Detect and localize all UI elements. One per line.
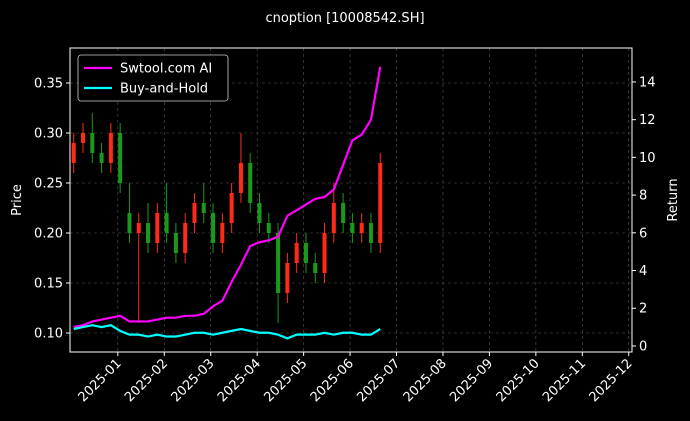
- candle-body: [322, 233, 327, 273]
- candle-body: [229, 193, 234, 223]
- legend-box: [77, 54, 229, 102]
- candle-body: [81, 133, 86, 143]
- x-tick-label: 2025-08: [401, 356, 450, 405]
- x-tick-label: 2025-01: [76, 356, 125, 405]
- y2-tick-label: 6: [639, 226, 647, 241]
- plot-frame: [69, 47, 633, 353]
- y-tick-label: 0.35: [34, 77, 63, 92]
- candle-body: [127, 213, 132, 233]
- y-tick-label: 0.25: [34, 177, 63, 192]
- y2-tick-label: 14: [639, 75, 656, 90]
- candle-body: [90, 133, 95, 153]
- candle-body: [285, 263, 290, 293]
- y2-tick-label: 2: [639, 302, 647, 317]
- candle-body: [211, 213, 216, 243]
- y2-tick-label: 4: [639, 264, 647, 279]
- legend: Swtool.com AI Buy-and-Hold: [77, 54, 229, 102]
- y2-tick-label: 0: [639, 339, 647, 354]
- candle-body: [276, 233, 281, 293]
- y-tick-label: 0.20: [34, 227, 63, 242]
- candle-body: [164, 213, 169, 233]
- candle-body: [201, 203, 206, 213]
- candle-body: [248, 163, 253, 203]
- x-tick-label: 2025-02: [122, 356, 171, 405]
- candle-body: [266, 223, 271, 233]
- candle-body: [378, 163, 383, 243]
- y-tick-label: 0.15: [34, 277, 63, 292]
- candle-body: [173, 233, 178, 253]
- x-tick-label: 2025-11: [540, 356, 589, 405]
- y-tick-label: 0.30: [34, 127, 63, 142]
- candle-body: [303, 243, 308, 263]
- line-series: [73, 66, 382, 329]
- x-tick-label: 2025-07: [354, 356, 403, 405]
- candle-body: [155, 213, 160, 243]
- x-tick-label: 2025-10: [494, 356, 543, 405]
- candle-body: [71, 143, 76, 163]
- candle-body: [368, 223, 373, 243]
- candle-body: [118, 133, 123, 183]
- chart-title: cnoption [10008542.SH]: [265, 11, 424, 26]
- candle-body: [99, 153, 104, 163]
- y-tick-label: 0.10: [34, 327, 63, 342]
- y2-axis-label: Return: [666, 178, 681, 221]
- candle-body: [341, 203, 346, 223]
- candle-body: [350, 223, 355, 233]
- candle-body: [146, 223, 151, 243]
- y2-tick-label: 8: [639, 189, 647, 204]
- candle-body: [238, 163, 243, 193]
- candle-body: [331, 203, 336, 233]
- candle-body: [220, 223, 225, 243]
- candle-body: [183, 223, 188, 253]
- y2-tick-label: 12: [639, 113, 656, 128]
- line-series: [73, 324, 381, 340]
- x-tick-label: 2025-09: [447, 356, 496, 405]
- x-tick-label: 2025-12: [587, 356, 636, 405]
- x-tick-label: 2025-05: [261, 356, 310, 405]
- candle-body: [359, 223, 364, 233]
- y2-tick-label: 10: [639, 151, 656, 166]
- x-tick-label: 2025-06: [308, 356, 357, 405]
- x-tick-label: 2025-04: [215, 356, 264, 405]
- candle-body: [136, 223, 141, 233]
- y-axis-label: Price: [10, 184, 25, 216]
- x-tick-label: 2025-03: [169, 356, 218, 405]
- legend-label: Buy-and-Hold: [120, 82, 208, 97]
- candle-body: [192, 203, 197, 223]
- candle-body: [294, 243, 299, 263]
- legend-label: Swtool.com AI: [120, 62, 212, 77]
- candle-body: [257, 203, 262, 223]
- candle-body: [108, 133, 113, 163]
- candle-body: [313, 263, 318, 273]
